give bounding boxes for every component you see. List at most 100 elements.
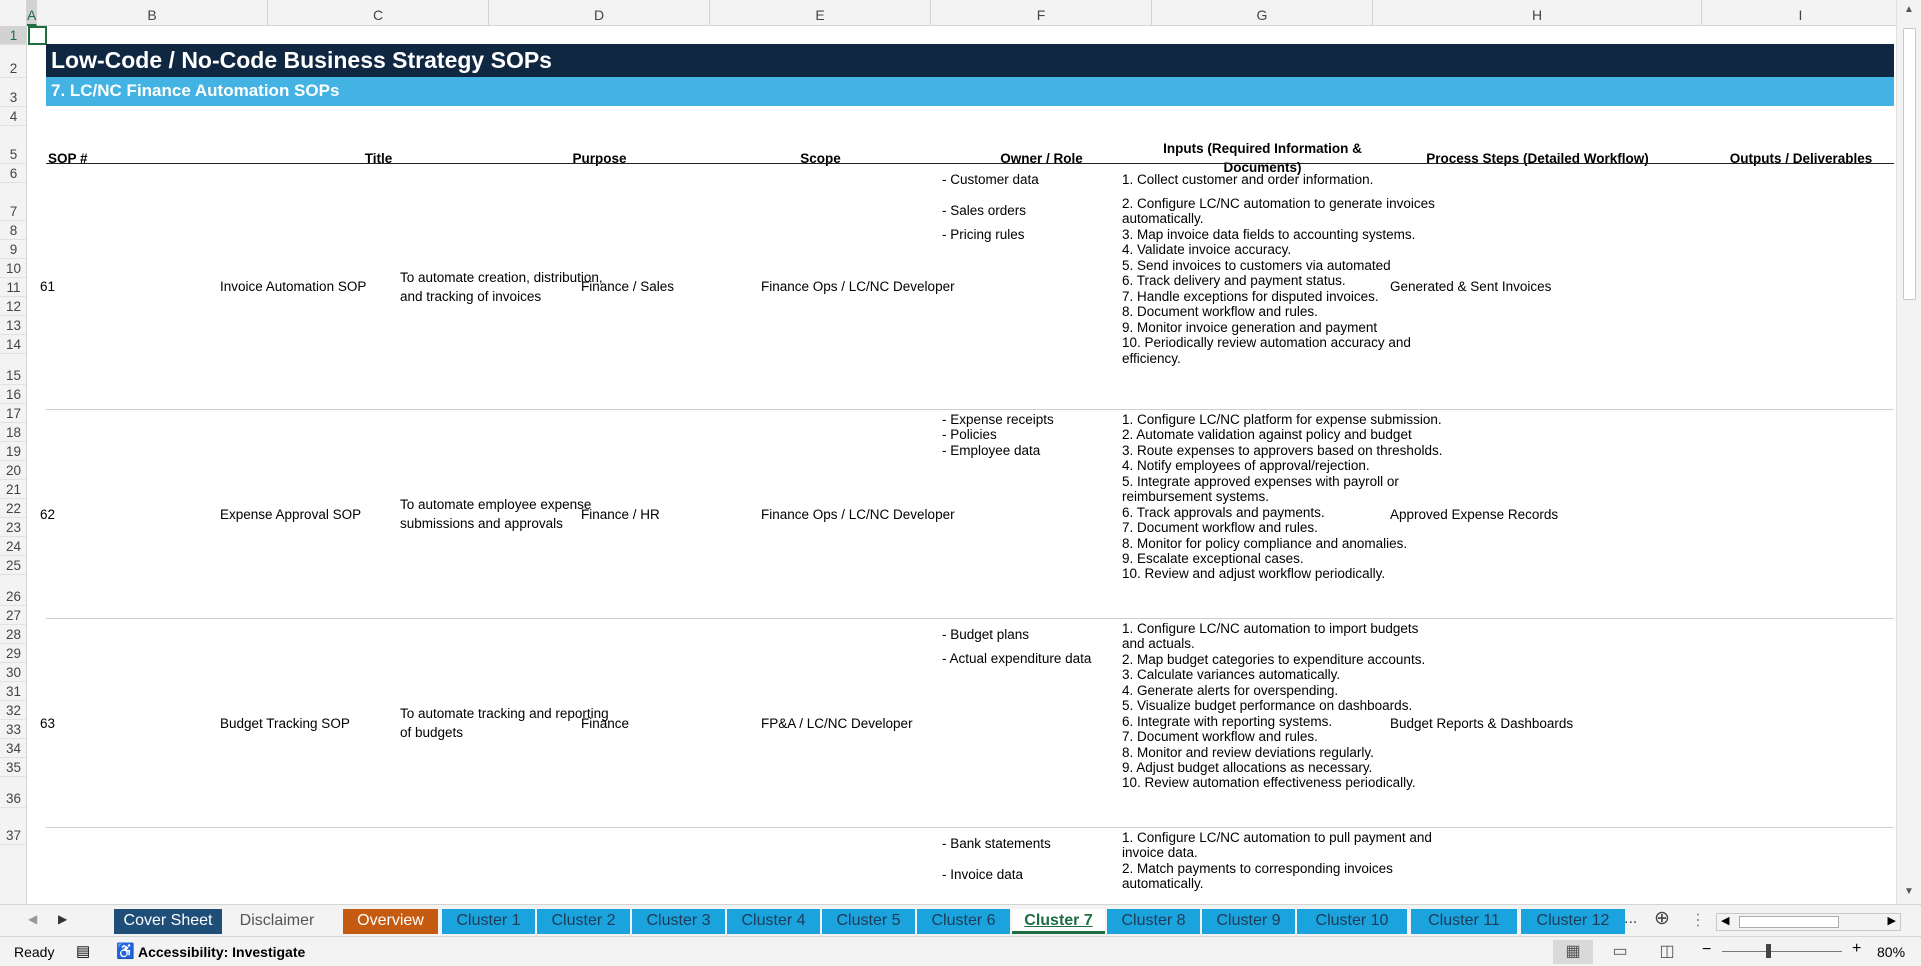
row-header[interactable]: 5 <box>0 126 26 164</box>
row-header[interactable]: 32 <box>0 701 26 720</box>
normal-view-icon[interactable]: ▦ <box>1553 940 1593 964</box>
row-header[interactable]: 24 <box>0 537 26 556</box>
column-header-g[interactable]: G <box>1152 0 1373 26</box>
row-header[interactable]: 10 <box>0 259 26 278</box>
zoom-slider-thumb[interactable] <box>1766 944 1771 958</box>
vertical-scrollbar[interactable]: ▲ ▼ <box>1896 0 1921 904</box>
zoom-in-icon[interactable]: + <box>1852 940 1862 957</box>
section-subtitle[interactable]: 7. LC/NC Finance Automation SOPs <box>46 77 1894 106</box>
row-header[interactable]: 27 <box>0 606 26 625</box>
select-all-corner[interactable] <box>0 0 27 26</box>
row-header[interactable]: 26 <box>0 575 26 606</box>
row-header[interactable]: 18 <box>0 423 26 442</box>
row-header[interactable]: 30 <box>0 663 26 682</box>
add-sheet-icon[interactable]: ⊕ <box>1654 908 1670 929</box>
column-header-f[interactable]: F <box>931 0 1152 26</box>
cell-sop[interactable]: 61 <box>40 164 100 409</box>
row-header[interactable]: 21 <box>0 480 26 499</box>
cell-owner[interactable]: Finance Ops / LC/NC Developer <box>761 410 982 618</box>
header-purpose[interactable]: Purpose <box>572 150 627 166</box>
sheet-tab[interactable]: Cluster 11 <box>1411 909 1517 934</box>
sheet-tab[interactable]: Cluster 9 <box>1202 909 1295 934</box>
cell-owner[interactable]: FP&A / LC/NC Developer <box>761 619 982 827</box>
sheet-title[interactable]: Low-Code / No-Code Business Strategy SOP… <box>46 44 1894 77</box>
sheet-body[interactable]: Low-Code / No-Code Business Strategy SOP… <box>28 26 1896 904</box>
cell-scope[interactable]: Finance / HR <box>581 410 802 618</box>
accessibility-status[interactable]: Accessibility: Investigate <box>138 944 306 960</box>
row-header[interactable]: 1 <box>0 26 26 45</box>
page-break-view-icon[interactable]: ◫ <box>1659 943 1675 960</box>
sheet-tab[interactable]: Disclaimer <box>226 909 328 934</box>
column-header-b[interactable]: B <box>37 0 268 26</box>
row-header[interactable]: 20 <box>0 461 26 480</box>
row-header[interactable]: 37 <box>0 808 26 845</box>
sheet-tab[interactable]: Cluster 12 <box>1521 909 1625 934</box>
tab-splitter-icon[interactable]: ⋮ <box>1690 912 1706 929</box>
row-header[interactable]: 8 <box>0 221 26 240</box>
hscroll-right-icon[interactable]: ▶ <box>1887 915 1896 927</box>
active-cell-a1[interactable] <box>28 26 47 45</box>
sheet-tab[interactable]: Cluster 7 <box>1012 909 1105 934</box>
sheet-tab[interactable]: Cluster 4 <box>727 909 820 934</box>
column-header-d[interactable]: D <box>489 0 710 26</box>
row-header[interactable]: 17 <box>0 404 26 423</box>
sheet-tab[interactable]: Cluster 10 <box>1297 909 1407 934</box>
row-header[interactable]: 29 <box>0 644 26 663</box>
accessibility-icon[interactable]: ♿ <box>116 943 135 960</box>
row-header[interactable]: 13 <box>0 316 26 335</box>
column-header-i[interactable]: I <box>1702 0 1900 26</box>
spreadsheet-grid[interactable]: A B C D E F G H I 1 2 3 4 5 6 7 8 9 10 11 12 13 14 15 1… <box>0 0 1921 904</box>
row-header[interactable]: 14 <box>0 335 26 354</box>
row-header[interactable]: 11 <box>0 278 26 297</box>
column-header-e[interactable]: E <box>710 0 931 26</box>
cell-sop[interactable]: 62 <box>40 410 100 618</box>
sheet-tab[interactable]: Cluster 5 <box>822 909 915 934</box>
tab-partial[interactable] <box>1612 909 1624 934</box>
sheet-tab[interactable]: Cluster 6 <box>917 909 1010 934</box>
row-header[interactable]: 35 <box>0 758 26 777</box>
zoom-level[interactable]: 80% <box>1877 944 1906 960</box>
row-header[interactable]: 3 <box>0 78 26 107</box>
row-header[interactable]: 7 <box>0 183 26 221</box>
row-header[interactable]: 34 <box>0 739 26 758</box>
tab-scroll-left-icon[interactable]: ◀ <box>28 912 38 926</box>
column-header-h[interactable]: H <box>1373 0 1702 26</box>
page-layout-view-icon[interactable]: ▭ <box>1612 943 1628 960</box>
sheet-tab[interactable]: Cluster 8 <box>1107 909 1200 934</box>
scroll-thumb[interactable] <box>1903 28 1916 300</box>
cell-title[interactable]: Invoice Automation SOP <box>220 164 441 409</box>
cell-outputs[interactable]: Budget Reports & Dashboards <box>1390 619 1600 827</box>
row-header[interactable]: 28 <box>0 625 26 644</box>
row-header[interactable]: 23 <box>0 518 26 537</box>
horizontal-scrollbar[interactable]: ◀ ▶ <box>1716 913 1901 931</box>
sheet-tab[interactable]: Cluster 2 <box>537 909 630 934</box>
macro-record-icon[interactable]: ▤ <box>76 943 91 960</box>
row-header[interactable]: 33 <box>0 720 26 739</box>
row-header[interactable]: 12 <box>0 297 26 316</box>
row-header[interactable]: 9 <box>0 240 26 259</box>
column-header-c[interactable]: C <box>268 0 489 26</box>
cell-owner[interactable]: Finance Ops / LC/NC Developer <box>761 164 982 409</box>
row-header[interactable]: 25 <box>0 556 26 575</box>
cell-purpose[interactable]: To automate employee expense submissions… <box>400 410 621 618</box>
header-scope[interactable]: Scope <box>800 150 841 166</box>
row-header[interactable]: 22 <box>0 499 26 518</box>
header-owner[interactable]: Owner / Role <box>1000 150 1083 166</box>
header-sop-number[interactable]: SOP # <box>48 150 88 166</box>
header-outputs[interactable]: Outputs / Deliverables <box>1729 150 1873 166</box>
row-header[interactable]: 15 <box>0 354 26 385</box>
row-header[interactable]: 16 <box>0 385 26 404</box>
row-header[interactable]: 4 <box>0 107 26 126</box>
cell-sop[interactable]: 63 <box>40 619 100 827</box>
header-process-steps[interactable]: Process Steps (Detailed Workflow) <box>1426 150 1649 166</box>
row-header[interactable]: 6 <box>0 164 26 183</box>
hscroll-left-icon[interactable]: ◀ <box>1721 915 1730 927</box>
zoom-slider-track[interactable] <box>1722 951 1842 952</box>
row-header[interactable]: 19 <box>0 442 26 461</box>
cell-outputs[interactable]: Generated & Sent Invoices <box>1390 164 1600 409</box>
cell-scope[interactable]: Finance <box>581 619 802 827</box>
zoom-out-icon[interactable]: − <box>1702 941 1712 958</box>
row-header[interactable]: 2 <box>0 45 26 78</box>
cell-purpose[interactable]: To automate creation, distribution, and … <box>400 164 621 409</box>
hscroll-thumb[interactable] <box>1739 916 1839 928</box>
